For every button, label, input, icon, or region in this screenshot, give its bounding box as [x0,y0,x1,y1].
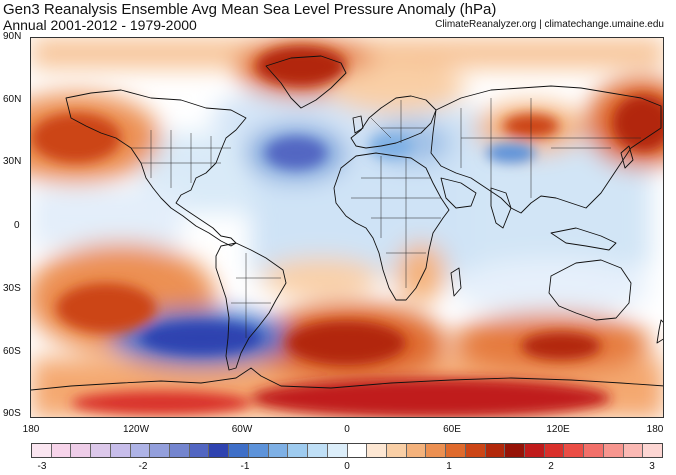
colorbar-swatch [446,444,466,457]
credit-text: ClimateReanalyzer.org | climatechange.um… [435,19,664,30]
colorbar-swatch [229,444,249,457]
colorbar-swatch [51,444,72,457]
colorbar-swatch [603,444,624,457]
colorbar-tick-label: -1 [240,461,250,472]
colorbar-swatch [524,444,545,457]
colorbar-swatch [485,444,506,457]
anomaly-map [31,38,663,417]
colorbar-swatch [406,444,427,457]
map-title: Gen3 Reanalysis Ensemble Avg Mean Sea Le… [3,1,497,18]
lat-label-60s: 60S [3,346,21,357]
lon-label-180w: 180 [22,424,40,435]
colorbar-tick-label: 0 [344,461,350,472]
colorbar-swatch [308,444,328,457]
colorbar-swatch [584,444,604,457]
colorbar-swatch [110,444,131,457]
lon-label-120e: 120E [546,424,570,435]
colorbar-tick-label: 3 [649,461,655,472]
colorbar-swatch [189,444,210,457]
colorbar [31,443,663,458]
colorbar-swatch [71,444,92,457]
colorbar-tick-label: -3 [37,461,47,472]
colorbar-tick-label: 2 [548,461,554,472]
lon-label-180e: 180 [646,424,664,435]
lat-label-60n: 60N [3,94,22,105]
colorbar-swatch [130,444,151,457]
colorbar-tick-label: -2 [138,461,148,472]
map-subtitle: Annual 2001-2012 - 1979-2000 [3,17,197,33]
colorbar-swatch [544,444,565,457]
colorbar-swatch [564,444,585,457]
map-panel [30,37,664,418]
lat-label-eq: 0 [14,220,20,231]
lon-label-60e: 60E [443,424,461,435]
coastlines [31,55,663,391]
lon-label-60w: 60W [231,424,253,435]
lat-label-30n: 30N [3,156,22,167]
colorbar-swatch [367,444,387,457]
lon-label-0: 0 [344,424,350,435]
anomaly-field [31,38,663,417]
colorbar-swatch [623,444,644,457]
colorbar-swatch [505,444,525,457]
lat-label-90s: 90S [3,408,21,419]
country-borders [131,98,641,338]
colorbar-swatch [347,444,368,457]
colorbar-swatch [288,444,309,457]
colorbar-tick-label: 1 [446,461,452,472]
colorbar-swatch [91,444,111,457]
lon-label-120w: 120W [122,424,150,435]
lat-label-90n: 90N [3,31,22,42]
colorbar-swatch [327,444,348,457]
colorbar-swatch [386,444,407,457]
colorbar-swatch [465,444,486,457]
colorbar-swatch [248,444,269,457]
colorbar-swatch [150,444,171,457]
colorbar-swatch [32,444,52,457]
colorbar-swatch [268,444,289,457]
lat-label-30s: 30S [3,283,21,294]
colorbar-swatch [426,444,447,457]
colorbar-swatch [209,444,230,457]
colorbar-swatch [643,444,662,457]
colorbar-swatch [170,444,190,457]
